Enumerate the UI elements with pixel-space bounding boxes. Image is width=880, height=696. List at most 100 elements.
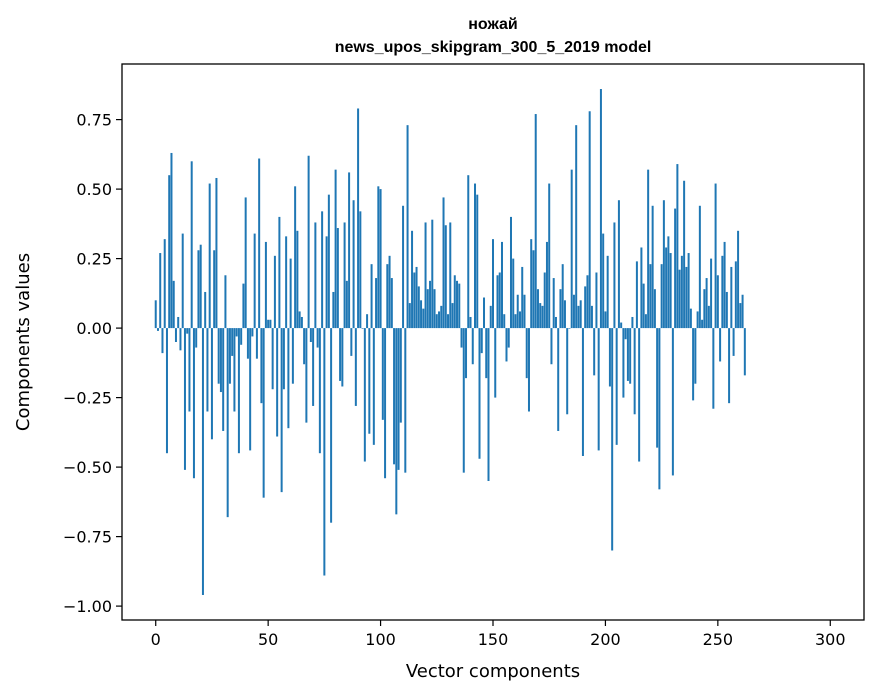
bar-256 — [730, 266, 733, 329]
bar-113 — [408, 303, 411, 329]
bar-168 — [532, 250, 535, 329]
bar-249 — [714, 183, 717, 329]
bar-143 — [476, 194, 479, 329]
bar-193 — [588, 111, 591, 329]
bar-251 — [719, 328, 722, 362]
bar-173 — [543, 272, 546, 329]
bar-87 — [350, 328, 353, 356]
bar-102 — [384, 328, 387, 479]
bar-204 — [613, 222, 616, 329]
bar-210 — [626, 328, 629, 381]
bar-248 — [712, 328, 715, 409]
plot-frame — [121, 63, 865, 621]
bar-51 — [269, 319, 272, 329]
bar-218 — [644, 314, 647, 329]
bar-209 — [624, 328, 627, 340]
bar-220 — [649, 264, 652, 329]
bar-3 — [161, 328, 164, 354]
x-tick-label: 50 — [258, 630, 278, 649]
bar-142 — [474, 183, 477, 329]
y-tick-label: −0.25 — [63, 389, 112, 408]
bar-217 — [642, 283, 645, 329]
bar-215 — [638, 328, 641, 462]
bar-109 — [399, 328, 402, 423]
bar-146 — [483, 297, 486, 329]
bar-39 — [242, 283, 245, 329]
bar-180 — [559, 289, 562, 329]
bar-258 — [734, 261, 737, 329]
bar-30 — [222, 328, 225, 431]
bar-162 — [518, 311, 521, 329]
bar-91 — [359, 211, 362, 329]
bar-198 — [599, 89, 602, 329]
bar-120 — [424, 222, 427, 329]
y-axis-ticks: 0.75 0.50 0.25 0.00 −0.25 −0.50 −0.75 −1.00 — [63, 111, 122, 616]
bar-81 — [336, 228, 339, 329]
bar-252 — [721, 255, 724, 329]
bar-13 — [183, 328, 186, 470]
bar-53 — [273, 255, 276, 329]
bar-33 — [228, 328, 231, 384]
x-tick-label: 150 — [478, 630, 509, 649]
x-tick-label: 200 — [590, 630, 621, 649]
bar-72 — [316, 328, 319, 348]
bar-49 — [264, 241, 267, 329]
bar-202 — [608, 328, 611, 387]
bar-85 — [345, 280, 348, 329]
bar-11 — [179, 328, 182, 351]
bar-60 — [289, 258, 292, 329]
bar-58 — [285, 236, 288, 329]
bar-126 — [438, 311, 441, 329]
bar-76 — [325, 236, 328, 329]
bar-233 — [678, 269, 681, 329]
bar-14 — [186, 328, 189, 334]
bar-229 — [669, 253, 672, 329]
bar-221 — [651, 205, 654, 329]
bar-230 — [671, 328, 674, 476]
bar-260 — [739, 303, 742, 329]
bar-89 — [354, 328, 357, 406]
bar-214 — [635, 261, 638, 329]
bar-225 — [660, 264, 663, 329]
bar-66 — [303, 328, 306, 365]
bar-239 — [692, 328, 695, 401]
bar-184 — [568, 328, 571, 329]
y-tick-label: 0.50 — [76, 180, 112, 199]
bar-200 — [604, 311, 607, 329]
bar-17 — [192, 328, 195, 479]
bar-247 — [710, 258, 713, 329]
bar-179 — [557, 328, 560, 431]
bar-192 — [586, 275, 589, 329]
bar-250 — [716, 275, 719, 329]
bar-132 — [451, 303, 454, 329]
bar-157 — [507, 328, 510, 348]
bar-253 — [723, 241, 726, 329]
bar-65 — [300, 316, 303, 329]
x-tick-label: 100 — [365, 630, 396, 649]
bar-224 — [658, 328, 661, 490]
bar-69 — [309, 328, 312, 342]
bar-245 — [705, 278, 708, 329]
bar-254 — [725, 291, 728, 329]
bar-36 — [235, 328, 238, 337]
chart-title: ножай — [468, 16, 518, 33]
bar-183 — [566, 328, 569, 415]
bar-241 — [696, 311, 699, 329]
bar-99 — [377, 186, 380, 329]
bar-234 — [680, 255, 683, 329]
bar-175 — [548, 183, 551, 329]
bar-150 — [492, 239, 494, 329]
bar-24 — [208, 183, 211, 329]
bar-138 — [465, 328, 468, 379]
bar-21 — [201, 328, 204, 595]
bar-235 — [683, 180, 686, 329]
bar-45 — [255, 328, 258, 359]
bar-6 — [168, 175, 171, 329]
bar-116 — [415, 266, 418, 329]
bar-9 — [174, 328, 177, 342]
bar-259 — [737, 230, 740, 329]
bar-191 — [584, 286, 587, 329]
bar-73 — [318, 328, 321, 454]
bar-172 — [541, 305, 544, 329]
bar-1 — [156, 328, 159, 331]
